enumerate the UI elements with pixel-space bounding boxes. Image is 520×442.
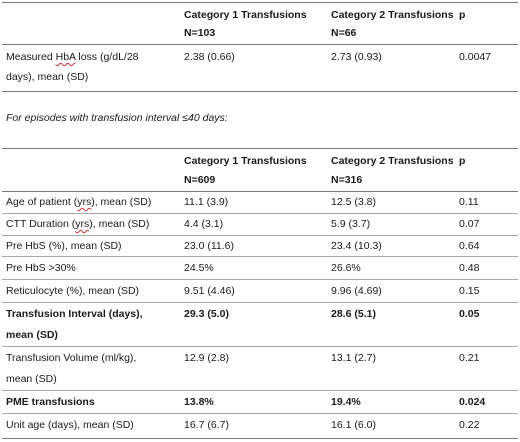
table2-row-label: Unit age (days), mean (SD) bbox=[6, 419, 134, 431]
table1-row-p-value: 0.0047 bbox=[459, 51, 492, 63]
table1-top-rule bbox=[2, 2, 518, 3]
table2-row-label: CTT Duration (yrs), mean (SD) bbox=[6, 218, 150, 230]
table2-row-value-category1: 4.4 (3.1) bbox=[184, 218, 224, 230]
row-divider bbox=[2, 302, 518, 303]
table2-n-category1: N=609 bbox=[184, 174, 216, 186]
table2-header-p: p bbox=[459, 155, 466, 167]
table2-row-p-value: 0.11 bbox=[459, 196, 479, 208]
table2-row-value-category2: 9.96 (4.69) bbox=[331, 285, 382, 297]
table2-row-label: PME transfusions bbox=[6, 396, 95, 408]
table1-bottom-rule bbox=[2, 91, 518, 92]
table2-row-value-category2: 26.6% bbox=[331, 262, 361, 274]
table2-row-p-value: 0.64 bbox=[459, 240, 480, 252]
subset-note: For episodes with transfusion interval ≤… bbox=[6, 112, 228, 124]
table2-row-value-category1: 9.51 (4.46) bbox=[184, 285, 235, 297]
table2-row-p-value: 0.15 bbox=[459, 285, 480, 297]
table1-header-rule bbox=[2, 44, 518, 45]
table1-n-category1: N=103 bbox=[184, 27, 216, 39]
table2-row-p-value: 0.024 bbox=[459, 396, 486, 408]
row-divider bbox=[2, 235, 518, 236]
table2-row-value-category2: 23.4 (10.3) bbox=[331, 240, 382, 252]
table2-row-value-category1: 11.1 (3.9) bbox=[184, 196, 229, 208]
table2-row-label: Pre HbS >30% bbox=[6, 262, 76, 274]
table2-row-label-line2: mean (SD) bbox=[6, 373, 57, 385]
row-divider bbox=[2, 413, 518, 414]
table2-header-category1: Category 1 Transfusions bbox=[184, 155, 307, 167]
table2-row-value-category1: 12.9 (2.8) bbox=[184, 352, 229, 364]
table2-row-value-category1: 23.0 (11.6) bbox=[184, 240, 235, 252]
table2-row-p-value: 0.22 bbox=[459, 419, 480, 431]
table2-row-p-value: 0.48 bbox=[459, 262, 480, 274]
table2-row-value-category2: 16.1 (6.0) bbox=[331, 419, 376, 431]
table2-header-rule bbox=[2, 191, 518, 192]
table2-row-value-category1: 16.7 (6.7) bbox=[184, 419, 229, 431]
row-divider bbox=[2, 256, 518, 257]
table2-top-rule bbox=[2, 148, 518, 149]
table2-row-value-category1: 29.3 (5.0) bbox=[184, 308, 229, 320]
table1-row-label: Measured HbA loss (g/dL/28 bbox=[6, 51, 139, 63]
table2-row-label: Transfusion Interval (days), bbox=[6, 308, 143, 320]
table2-header-category2: Category 2 Transfusions bbox=[331, 155, 454, 167]
row-divider bbox=[2, 213, 518, 214]
table2-row-value-category2: 13.1 (2.7) bbox=[331, 352, 376, 364]
table2-row-label-line2: mean (SD) bbox=[6, 329, 58, 341]
table2-row-p-value: 0.21 bbox=[459, 352, 480, 364]
table1-row-value-category2: 2.73 (0.93) bbox=[331, 51, 382, 63]
table2-row-label: Age of patient (yrs), mean (SD) bbox=[6, 196, 152, 208]
row-divider bbox=[2, 279, 518, 280]
table2-row-label: Reticulocyte (%), mean (SD) bbox=[6, 285, 140, 297]
table2-row-value-category1: 24.5% bbox=[184, 262, 214, 274]
row-divider bbox=[2, 346, 518, 347]
table2-n-category2: N=316 bbox=[331, 174, 363, 186]
table2-row-value-category2: 5.9 (3.7) bbox=[331, 218, 371, 230]
table2-row-p-value: 0.05 bbox=[459, 308, 480, 320]
table2-row-value-category1: 13.8% bbox=[184, 396, 214, 408]
table1-header-p: p bbox=[459, 9, 466, 21]
row-divider bbox=[2, 390, 518, 391]
table2-row-value-category2: 28.6 (5.1) bbox=[331, 308, 376, 320]
table2-row-label: Pre HbS (%), mean (SD) bbox=[6, 240, 122, 252]
table1-header-category2: Category 2 Transfusions bbox=[331, 9, 454, 21]
table2-row-value-category2: 19.4% bbox=[331, 396, 361, 408]
table2-row-label: Transfusion Volume (ml/kg), bbox=[6, 352, 137, 364]
table1-row-value-category1: 2.38 (0.66) bbox=[184, 51, 235, 63]
table1-header-category1: Category 1 Transfusions bbox=[184, 9, 307, 21]
table2-row-value-category2: 12.5 (3.8) bbox=[331, 196, 376, 208]
table2-row-p-value: 0.07 bbox=[459, 218, 480, 230]
table2-bottom-rule bbox=[2, 438, 518, 439]
table1-n-category2: N=66 bbox=[331, 27, 357, 39]
table1-row-label-line2: days), mean (SD) bbox=[6, 71, 89, 83]
